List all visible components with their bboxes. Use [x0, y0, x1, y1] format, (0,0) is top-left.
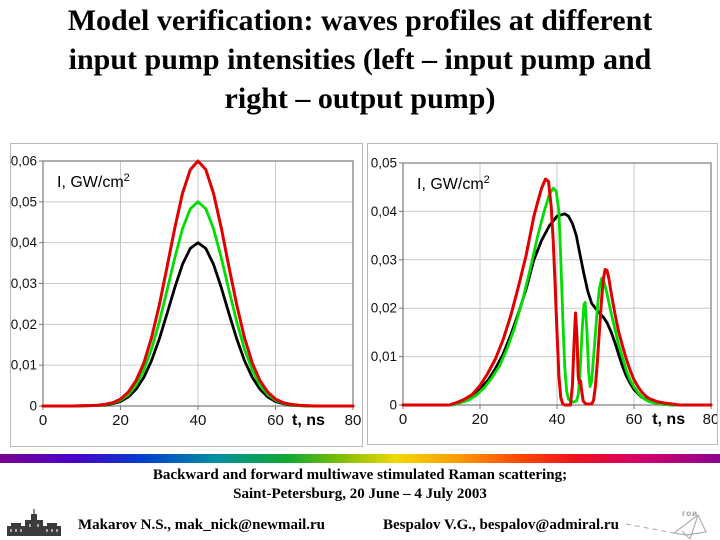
- y-tick-label: 0,02: [371, 301, 397, 316]
- title-line-1: Model verification: waves profiles at di…: [67, 4, 653, 37]
- author-makarov: Makarov N.S., mak_nick@newmail.ru: [78, 517, 326, 533]
- x-tick-label: 20: [472, 411, 489, 428]
- x-tick-label: 80: [345, 412, 362, 429]
- conference-title: Backward and forward multiwave stimulate…: [152, 467, 568, 483]
- tick-marks: [39, 160, 354, 410]
- goi-plane-sketch: [673, 514, 707, 540]
- goi-logo-label: гои: [682, 509, 698, 518]
- tick-labels: 0 20 40 60 80 0 0,01 0,02 0,03 0,04 0,05 0,06: [11, 154, 361, 430]
- authors-row: Makarov N.S., mak_nick@newmail.ru Bespal…: [0, 506, 720, 540]
- y-axis-label: I, GW/cm2: [417, 174, 490, 193]
- x-tick-label: 60: [267, 412, 284, 429]
- y-tick-label: 0,01: [371, 349, 397, 364]
- x-tick-label: 40: [190, 412, 207, 429]
- goi-logo: гои: [625, 509, 707, 540]
- curve-black: [401, 212, 713, 407]
- y-tick-label: 0: [29, 399, 37, 414]
- grid: [42, 160, 354, 407]
- curve-red: [41, 159, 355, 408]
- y-tick-label: 0,03: [11, 276, 37, 291]
- x-axis-label: t, ns: [652, 411, 685, 428]
- tick-labels: 0 20 40 60 80 0 0,01 0,02 0,03 0,04 0,05: [371, 156, 717, 429]
- chart-input-pump: 0 20 40 60 80 0 0,01 0,02 0,03 0,04 0,05 0,06 t, ns I…: [10, 143, 363, 447]
- institute-building-image: [7, 509, 61, 536]
- y-tick-label: 0: [389, 398, 397, 413]
- y-tick-label: 0,04: [371, 204, 398, 219]
- x-tick-label: 60: [626, 411, 643, 428]
- conference-date-place: Saint-Petersburg, 20 June – 4 July 2003: [233, 485, 487, 502]
- curve-red: [401, 177, 713, 407]
- y-tick-label: 0,06: [11, 154, 37, 169]
- x-tick-label: 40: [549, 411, 566, 428]
- x-tick-label: 0: [39, 412, 47, 429]
- x-tick-label: 20: [112, 412, 129, 429]
- conference-caption: Backward and forward multiwave stimulate…: [0, 466, 720, 503]
- title-line-2: input pump intensities (left – input pum…: [68, 43, 652, 76]
- y-tick-label: 0,03: [371, 252, 397, 267]
- chart-svg-input-pump: 0 20 40 60 80 0 0,01 0,02 0,03 0,04 0,05 0,06 t, ns I…: [11, 154, 361, 430]
- rainbow-divider: [0, 454, 720, 463]
- curve-green: [401, 186, 713, 407]
- goi-dashed-line: [625, 523, 675, 534]
- chart-svg-output-pump: 0 20 40 60 80 0 0,01 0,02 0,03 0,04 0,05 t, ns I, GW…: [371, 156, 717, 429]
- y-tick-label: 0,05: [11, 194, 37, 209]
- x-axis-label: t, ns: [292, 412, 325, 429]
- y-tick-label: 0,01: [11, 358, 37, 373]
- author-bespalov: Bespalov V.G., bespalov@admiral.ru: [383, 517, 619, 533]
- y-tick-label: 0,04: [11, 235, 37, 250]
- y-tick-label: 0,05: [371, 156, 397, 171]
- x-tick-label: 80: [703, 411, 717, 428]
- title-line-3: right – output pump): [224, 82, 496, 115]
- chart-output-pump: 0 20 40 60 80 0 0,01 0,02 0,03 0,04 0,05 t, ns I, GW…: [367, 143, 718, 445]
- y-tick-label: 0,02: [11, 317, 37, 332]
- slide-title: Model verification: waves profiles at di…: [0, 1, 720, 118]
- y-axis-label: I, GW/cm2: [57, 172, 130, 191]
- x-tick-label: 0: [399, 411, 407, 428]
